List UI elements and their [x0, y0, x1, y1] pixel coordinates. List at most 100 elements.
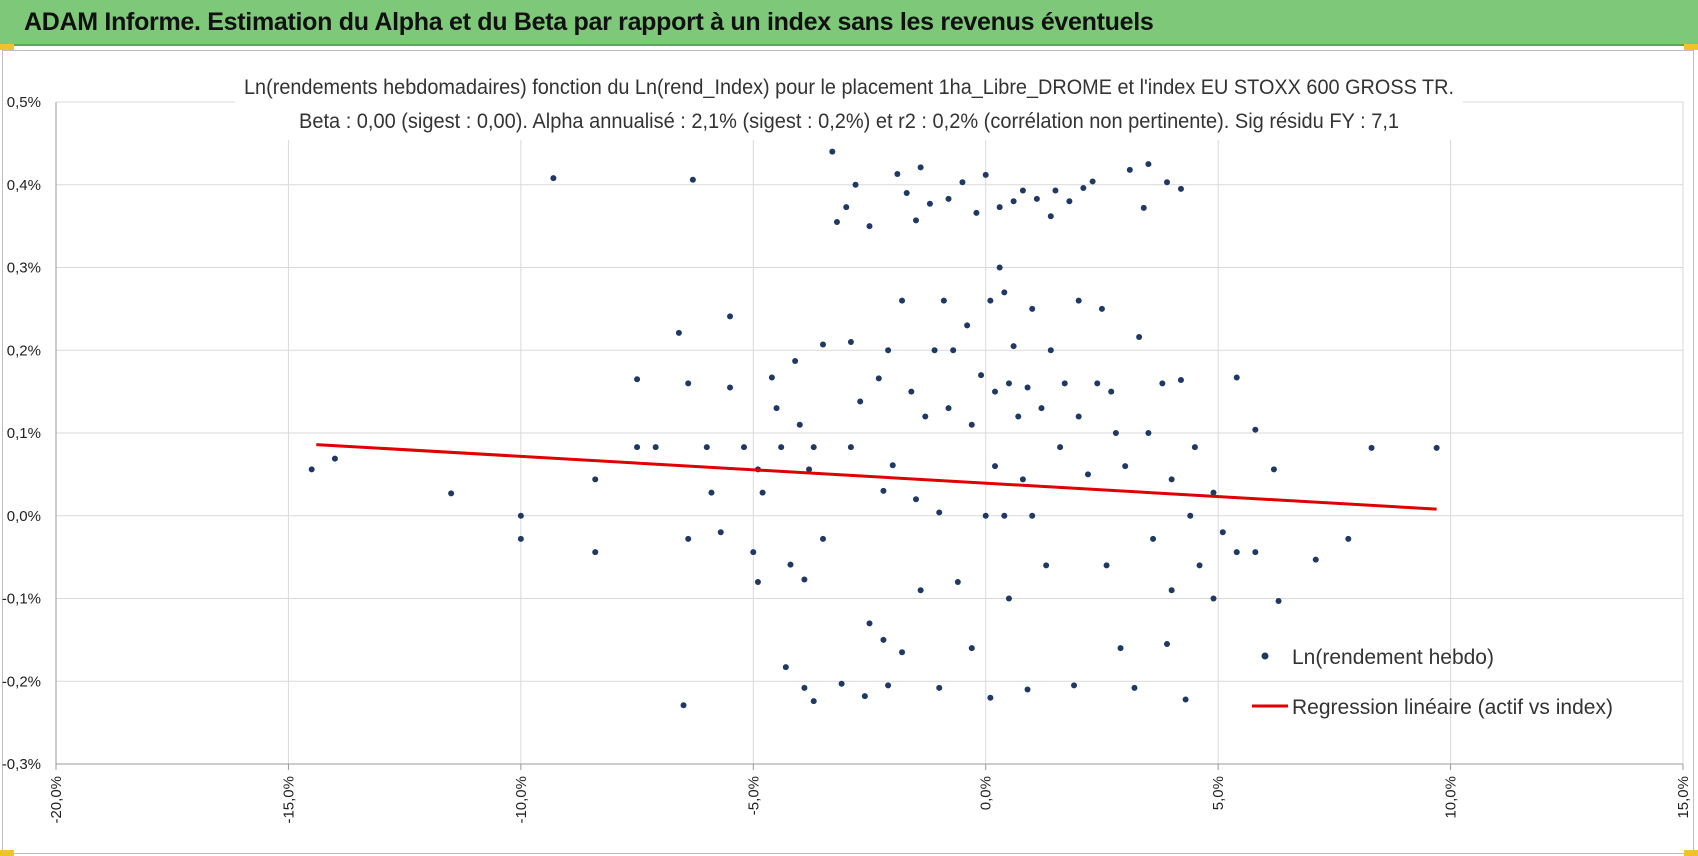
data-point: [912, 496, 919, 503]
data-point: [1071, 682, 1078, 689]
y-tick-label: 0,5%: [7, 94, 41, 111]
chart-subtitle: Beta : 0,00 (sigest : 0,00). Alpha annua…: [299, 110, 1399, 133]
data-point: [847, 338, 854, 345]
data-point: [1136, 334, 1143, 341]
data-point: [880, 487, 887, 494]
regression-line-group: [316, 443, 1437, 511]
data-point: [908, 388, 915, 395]
regression-line: [316, 443, 1437, 511]
data-point: [1122, 463, 1129, 470]
data-point: [750, 549, 757, 556]
data-point: [987, 297, 994, 304]
data-point: [954, 578, 961, 585]
data-point: [1196, 562, 1203, 569]
data-point: [727, 313, 734, 320]
data-point: [1145, 430, 1152, 436]
data-point: [592, 476, 599, 483]
x-tick-label: -20,0%: [48, 776, 65, 824]
data-point: [1094, 380, 1101, 387]
data-point: [773, 405, 780, 412]
data-point: [912, 217, 919, 224]
data-point: [1075, 413, 1082, 420]
data-point: [1047, 347, 1054, 354]
data-point: [1015, 413, 1022, 420]
data-point: [652, 444, 659, 451]
data-point: [820, 535, 827, 542]
data-points: [308, 148, 1440, 709]
data-point: [675, 329, 682, 336]
data-point: [801, 576, 808, 583]
data-point: [754, 578, 761, 585]
data-point: [847, 444, 854, 451]
data-point: [899, 649, 906, 656]
data-point: [778, 444, 785, 451]
data-point: [1033, 195, 1040, 202]
x-tick-label: 10,0%: [1443, 776, 1460, 819]
data-point: [866, 620, 873, 627]
data-point: [801, 684, 808, 691]
data-point: [964, 322, 971, 329]
data-point: [787, 561, 794, 568]
data-point: [708, 489, 715, 496]
data-point: [1345, 535, 1352, 542]
y-tick-label: 0,4%: [7, 177, 41, 194]
chart-title: Ln(rendements hebdomadaires) fonction du…: [244, 76, 1454, 99]
data-point: [968, 645, 975, 652]
data-point: [331, 455, 338, 462]
data-point: [1047, 213, 1054, 220]
data-point: [843, 204, 850, 211]
data-point: [1252, 426, 1259, 433]
data-point: [1140, 204, 1147, 211]
data-point: [1001, 289, 1008, 296]
data-point: [1145, 161, 1152, 168]
data-point: [1233, 374, 1240, 381]
data-point: [1005, 595, 1012, 602]
data-point: [987, 694, 994, 701]
y-tick-label: 0,0%: [7, 508, 41, 525]
data-point: [1029, 305, 1036, 312]
data-point: [806, 466, 813, 473]
data-point: [922, 413, 929, 420]
data-point: [1164, 179, 1171, 186]
data-point: [1061, 380, 1068, 387]
frame-corner-top-left: [0, 44, 14, 50]
x-tick-label: -15,0%: [280, 776, 297, 824]
data-point: [885, 682, 892, 689]
data-point: [1252, 549, 1259, 556]
data-point: [1210, 595, 1217, 602]
data-point: [796, 421, 803, 428]
data-point: [592, 549, 599, 556]
data-point: [940, 297, 947, 304]
data-point: [1131, 684, 1138, 691]
data-point: [931, 347, 938, 354]
data-point: [792, 358, 799, 365]
data-point: [917, 164, 924, 171]
data-point: [1089, 178, 1096, 185]
data-point: [1108, 388, 1115, 395]
data-point: [829, 148, 836, 155]
data-point: [894, 170, 901, 177]
data-point: [1038, 405, 1045, 412]
data-point: [782, 664, 789, 671]
data-point: [820, 341, 827, 348]
data-point: [992, 463, 999, 470]
data-point: [1098, 305, 1105, 312]
data-point: [945, 405, 952, 412]
data-point: [810, 698, 817, 705]
data-point: [703, 444, 710, 451]
y-tick-label: 0,3%: [7, 260, 41, 277]
data-point: [1164, 641, 1171, 648]
data-point: [1066, 198, 1073, 205]
x-tick-label: 15,0%: [1675, 776, 1692, 819]
data-point: [978, 372, 985, 379]
data-point: [740, 444, 747, 451]
data-point: [1024, 384, 1031, 391]
data-point: [973, 209, 980, 216]
data-point: [1075, 297, 1082, 304]
data-point: [1010, 198, 1017, 205]
data-point: [866, 223, 873, 230]
data-point: [1029, 512, 1036, 519]
data-point: [1159, 380, 1166, 387]
data-point: [517, 512, 524, 519]
